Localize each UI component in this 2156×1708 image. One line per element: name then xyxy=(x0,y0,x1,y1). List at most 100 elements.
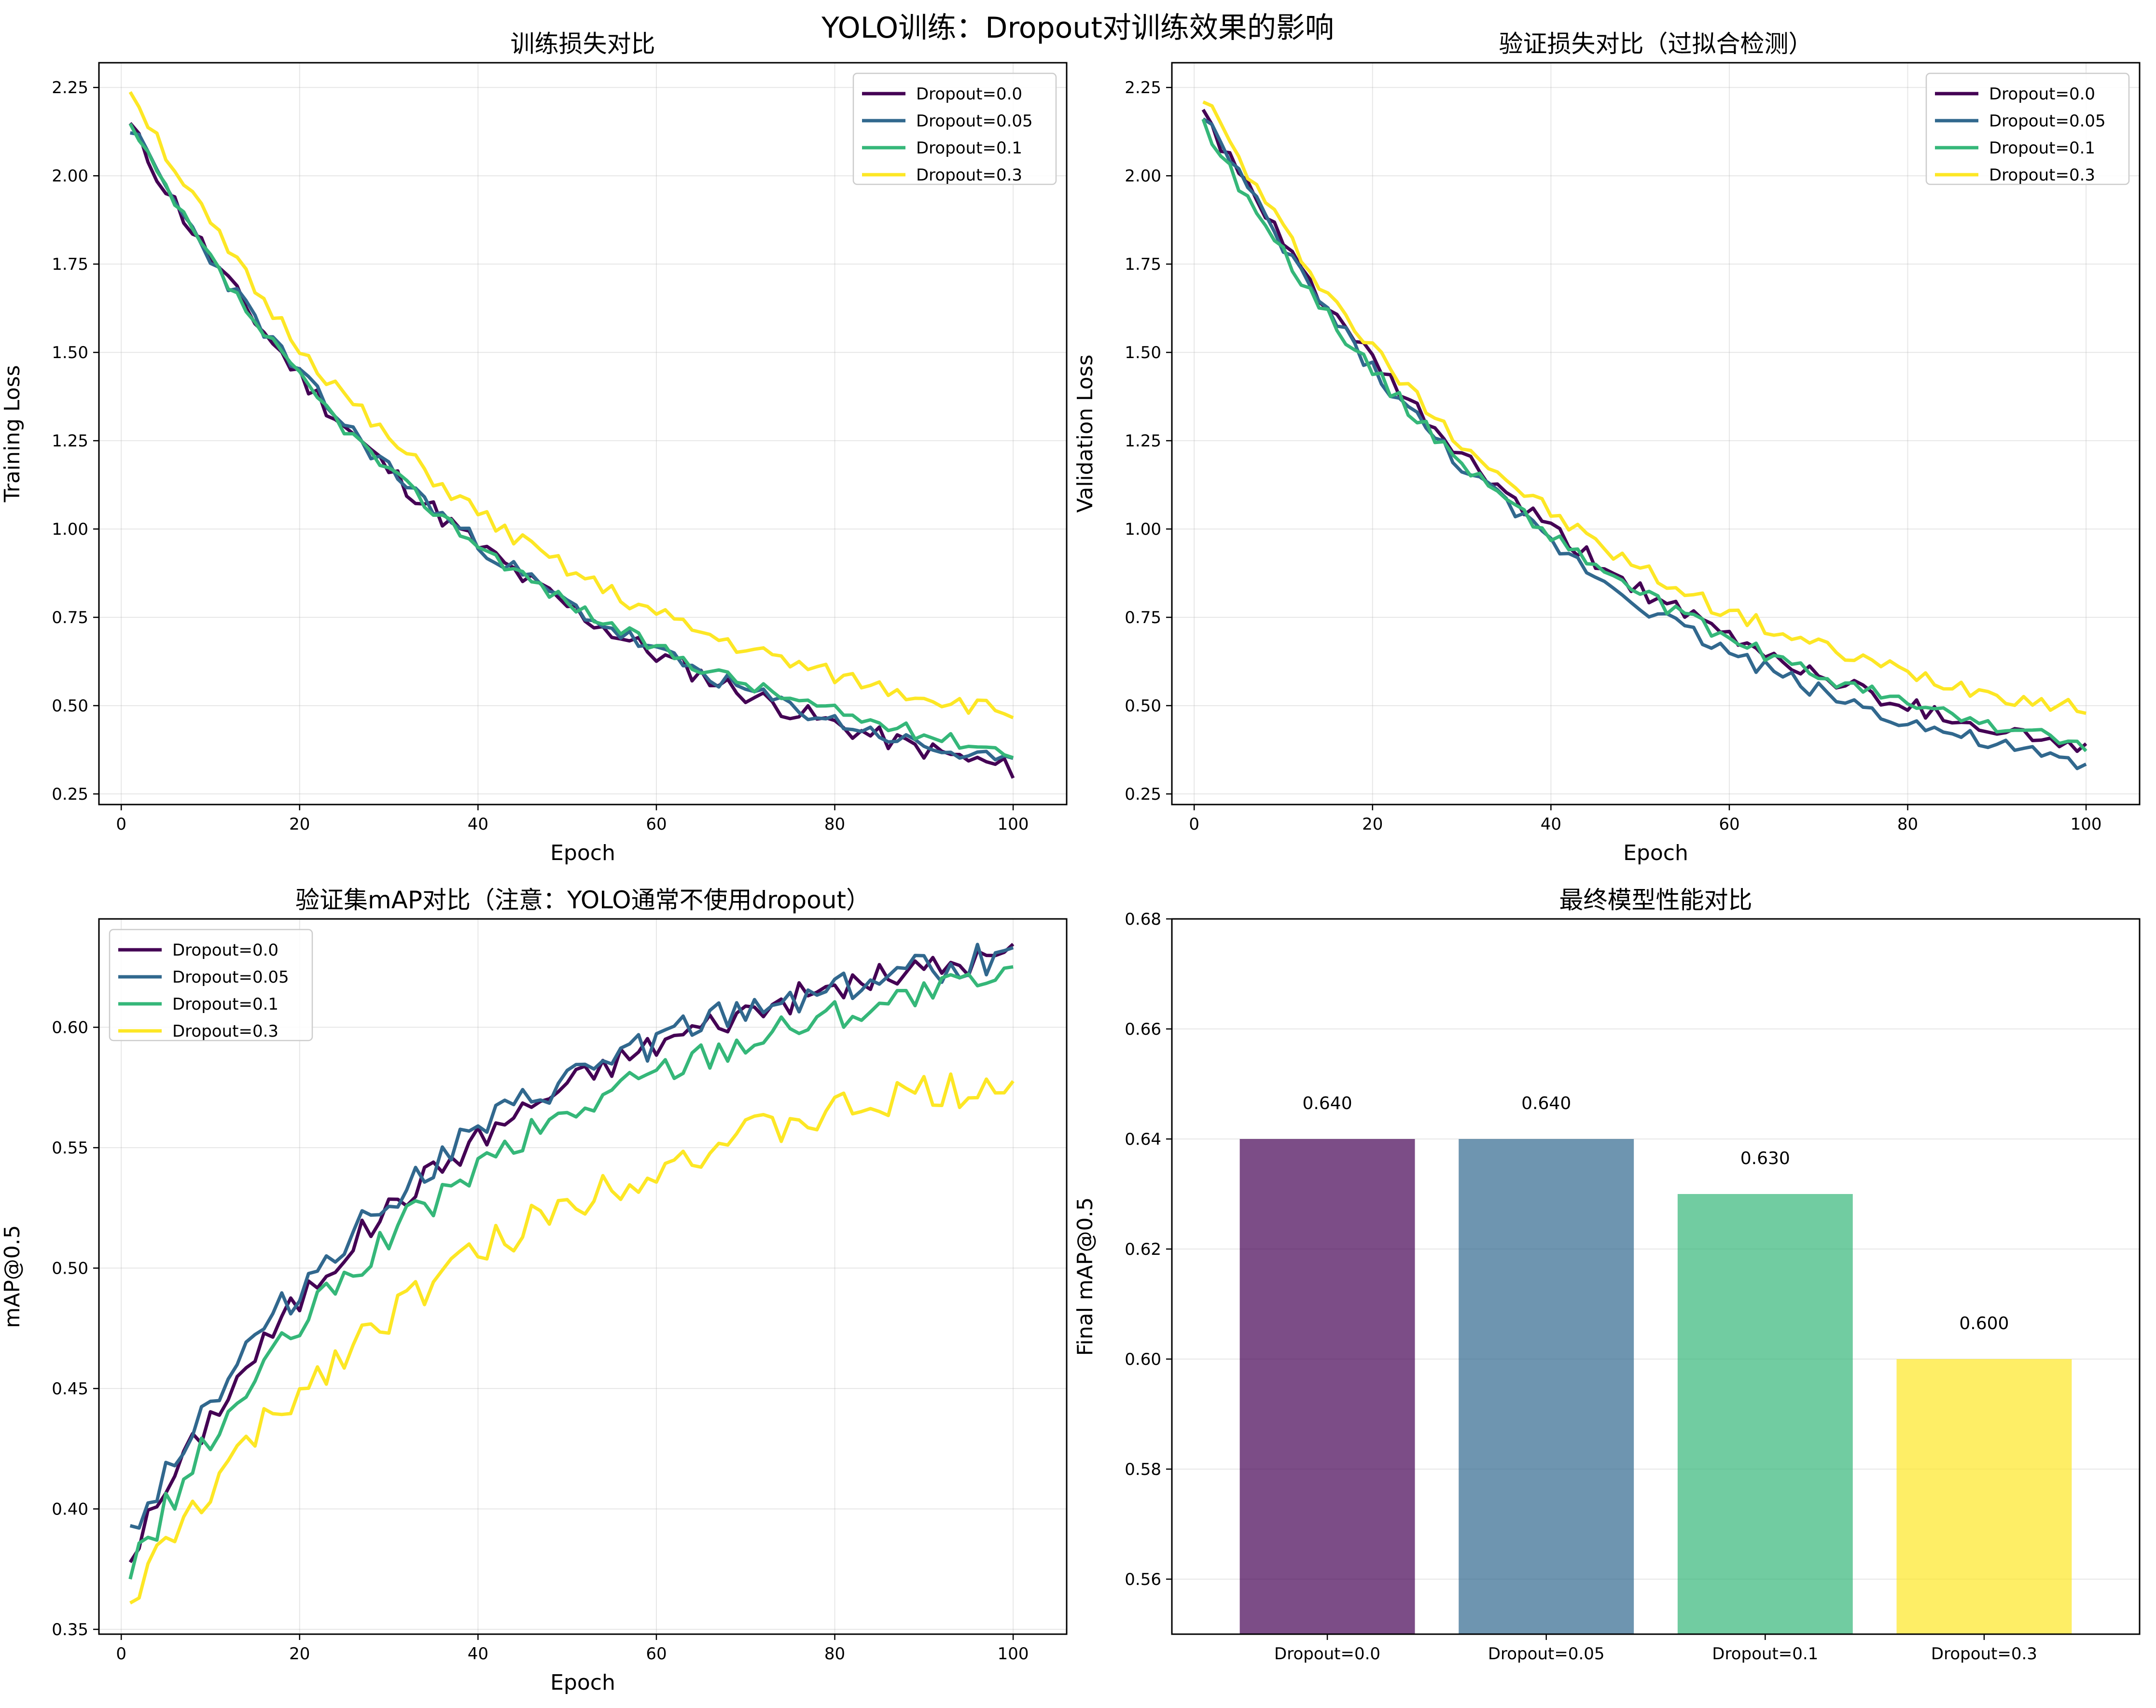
axes-frame xyxy=(98,62,1068,805)
bar-value-label: 0.600 xyxy=(1959,1314,2009,1333)
y-tick-label: 0.58 xyxy=(1125,1460,1161,1479)
series-line-Dropout-0.3 xyxy=(1202,100,2086,715)
x-tick-label: Dropout=0.05 xyxy=(1488,1644,1605,1664)
y-axis-label: Final mAP@0.5 xyxy=(1073,1197,1098,1356)
legend-label: Dropout=0.1 xyxy=(1989,139,2095,158)
legend-label: Dropout=0.0 xyxy=(1989,84,2095,104)
series-line-Dropout-0.05 xyxy=(130,131,1014,762)
legend-label: Dropout=0.3 xyxy=(1989,166,2095,185)
y-tick-label: 1.00 xyxy=(1125,520,1161,539)
chart-train-loss: 训练损失对比 0.25 0.50 0.75 1.00 1.25 1.50 1.75 2.00 2.… xyxy=(0,30,1068,865)
x-tick-label: 0 xyxy=(1189,815,1199,834)
series-line-Dropout-0.1 xyxy=(128,965,1014,1580)
y-tick-label: 0.68 xyxy=(1125,910,1161,929)
y-tick-label: 0.60 xyxy=(52,1018,88,1038)
y-axis-label: Training Loss xyxy=(0,365,25,502)
y-tick-label: 0.50 xyxy=(1125,696,1161,716)
x-tick-label: 20 xyxy=(1362,815,1383,834)
axes-frame xyxy=(1171,918,2141,1635)
legend: Dropout=0.0 Dropout=0.05 Dropout=0.1 Dropou… xyxy=(1925,72,2130,185)
y-tick-label: 0.64 xyxy=(1125,1130,1161,1149)
y-tick-label: 0.35 xyxy=(52,1620,88,1639)
legend-label: Dropout=0.0 xyxy=(916,84,1022,104)
series-line-Dropout-0.05 xyxy=(1202,117,2087,770)
legend-label: Dropout=0.3 xyxy=(916,166,1022,185)
chart-title: 训练损失对比 xyxy=(511,30,655,58)
series-line-Dropout-0.1 xyxy=(1201,118,2087,752)
x-tick-label: Dropout=0.0 xyxy=(1274,1644,1380,1664)
x-tick-label: 40 xyxy=(468,1644,488,1664)
x-tick-label: 0 xyxy=(116,1644,126,1664)
y-tick-label: 0.75 xyxy=(1125,608,1161,627)
bar-Dropout-0.1 xyxy=(1677,1194,1853,1634)
y-axis-label: mAP@0.5 xyxy=(0,1225,25,1328)
y-tick-label: 0.45 xyxy=(52,1379,88,1399)
y-tick-label: 1.25 xyxy=(52,431,88,451)
x-tick-label: 80 xyxy=(824,815,845,834)
y-tick-label: 0.25 xyxy=(52,785,88,804)
x-tick-label: 80 xyxy=(1897,815,1918,834)
x-tick-label: 20 xyxy=(289,1644,310,1664)
bar-value-label: 0.630 xyxy=(1740,1149,1790,1168)
x-tick-label: 0 xyxy=(116,815,126,834)
legend-label: Dropout=0.3 xyxy=(172,1022,278,1041)
y-tick-label: 1.50 xyxy=(1125,343,1161,362)
legend: Dropout=0.0 Dropout=0.05 Dropout=0.1 Dropou… xyxy=(109,929,313,1041)
y-tick-label: 0.60 xyxy=(1125,1350,1161,1369)
chart-title: 验证集mAP对比（注意：YOLO通常不使用dropout） xyxy=(295,886,870,914)
y-tick-label: 0.66 xyxy=(1125,1020,1161,1039)
legend-label: Dropout=0.05 xyxy=(1989,111,2106,131)
x-tick-label: 80 xyxy=(824,1644,845,1664)
y-tick-label: 2.00 xyxy=(1125,167,1161,186)
y-tick-label: 1.75 xyxy=(1125,255,1161,274)
y-tick-label: 0.40 xyxy=(52,1500,88,1519)
y-tick-label: 0.62 xyxy=(1125,1240,1161,1259)
y-tick-label: 0.25 xyxy=(1125,785,1161,804)
x-tick-label: 100 xyxy=(998,1644,1029,1664)
figure-title: YOLO训练：Dropout对训练效果的影响 xyxy=(821,11,1334,45)
axes-frame xyxy=(98,918,1068,1635)
x-tick-label: Dropout=0.1 xyxy=(1712,1644,1818,1664)
bar-Dropout-0.0 xyxy=(1239,1139,1415,1634)
chart-title: 验证损失对比（过拟合检测） xyxy=(1499,30,1813,58)
bar-value-label: 0.640 xyxy=(1303,1094,1352,1113)
y-axis-label: Validation Loss xyxy=(1073,355,1098,513)
bar-Dropout-0.05 xyxy=(1459,1139,1634,1634)
y-tick-label: 1.00 xyxy=(52,520,88,539)
legend-frame xyxy=(1925,72,2130,185)
y-tick-label: 1.25 xyxy=(1125,431,1161,451)
legend-label: Dropout=0.0 xyxy=(172,941,278,960)
chart-val-map: 验证集mAP对比（注意：YOLO通常不使用dropout） 0.35 0.40 0.4… xyxy=(0,886,1068,1695)
x-tick-label: 20 xyxy=(289,815,310,834)
series-line-Dropout-0.1 xyxy=(128,123,1014,760)
bar-value-label: 0.640 xyxy=(1521,1094,1571,1113)
chart-title: 最终模型性能对比 xyxy=(1559,886,1753,914)
y-tick-label: 0.55 xyxy=(52,1139,88,1158)
legend-label: Dropout=0.05 xyxy=(916,111,1033,131)
x-tick-label: 60 xyxy=(1719,815,1739,834)
legend-frame xyxy=(852,72,1057,185)
x-tick-label: Dropout=0.3 xyxy=(1931,1644,2037,1664)
legend-frame xyxy=(109,929,313,1041)
x-axis-label: Epoch xyxy=(550,841,615,865)
legend: Dropout=0.0 Dropout=0.05 Dropout=0.1 Dropou… xyxy=(852,72,1057,185)
x-tick-label: 60 xyxy=(646,815,667,834)
legend-label: Dropout=0.1 xyxy=(916,139,1022,158)
chart-final-map: 最终模型性能对比 0.56 0.58 0.60 0.62 0.64 0.66 0.68 0.64… xyxy=(1073,886,2141,1664)
y-tick-label: 1.75 xyxy=(52,255,88,274)
legend-label: Dropout=0.1 xyxy=(172,995,278,1014)
y-tick-label: 2.00 xyxy=(52,167,88,186)
x-tick-label: 100 xyxy=(2071,815,2102,834)
x-axis-label: Epoch xyxy=(1623,841,1688,865)
x-tick-label: 60 xyxy=(646,1644,667,1664)
bar-Dropout-0.3 xyxy=(1896,1359,2072,1634)
x-tick-label: 100 xyxy=(998,815,1029,834)
chart-val-loss: 验证损失对比（过拟合检测） 0.25 0.50 0.75 1.00 1.25 1.50 1.7… xyxy=(1073,30,2141,865)
axes-frame xyxy=(1171,62,2141,805)
y-tick-label: 1.50 xyxy=(52,343,88,362)
series-line-Dropout-0.3 xyxy=(129,1072,1015,1605)
x-tick-label: 40 xyxy=(468,815,488,834)
x-axis-label: Epoch xyxy=(550,1670,615,1695)
y-tick-label: 0.75 xyxy=(52,608,88,627)
